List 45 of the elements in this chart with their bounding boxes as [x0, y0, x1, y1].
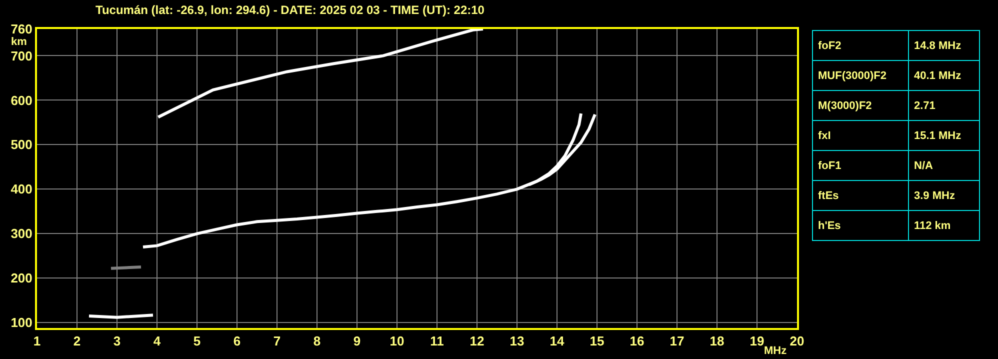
y-tick-label: 100 — [10, 315, 32, 330]
y-tick-label: 400 — [10, 182, 32, 197]
text: 15.1 MHz — [908, 120, 980, 150]
x-tick-label: 15 — [590, 334, 604, 349]
text: M(3000)F2 — [812, 90, 908, 120]
y-tick-label: 700 — [10, 48, 32, 64]
chart-title: Tucumán (lat: -26.9, lon: 294.6) - DATE: 2025 02 03 - TIME (UT): 22:10 — [96, 2, 485, 17]
text: 40.1 MHz — [908, 60, 980, 90]
text: ftEs — [812, 180, 908, 210]
text: foF2 — [812, 30, 908, 60]
x-tick-label: 5 — [193, 334, 201, 349]
x-tick-label: 16 — [630, 334, 644, 349]
x-tick-label: 11 — [430, 334, 444, 349]
y-tick-label: 500 — [10, 137, 32, 152]
y-tick-label: 200 — [10, 270, 32, 286]
text: h'Es — [812, 210, 908, 240]
x-tick-label: 2 — [73, 334, 81, 349]
y-axis-title: km — [11, 36, 28, 48]
x-tick-label: 3 — [113, 334, 121, 349]
x-tick-label: 19 — [750, 334, 764, 349]
x-tick-label: 6 — [233, 334, 241, 349]
x-tick-label: 7 — [273, 334, 281, 349]
text: 112 km — [908, 210, 980, 240]
x-tick-label: 9 — [353, 334, 361, 349]
text: 14.8 MHz — [908, 30, 980, 60]
x-tick-label: 1 — [33, 334, 41, 349]
x-tick-label: 13 — [510, 334, 524, 349]
text: 3.9 MHz — [908, 180, 980, 210]
y-tick-label: 600 — [10, 92, 32, 108]
text: N/A — [908, 150, 980, 180]
text: MUF(3000)F2 — [812, 60, 908, 90]
y-tick-label: 300 — [10, 226, 32, 242]
y-tick-label: 760 — [10, 22, 32, 37]
x-tick-label: 12 — [470, 334, 484, 349]
x-axis-title: MHz — [764, 345, 788, 357]
x-tick-label: 14 — [550, 334, 565, 349]
x-tick-label: 20 — [790, 334, 804, 349]
x-tick-label: 4 — [153, 334, 162, 349]
x-tick-label: 18 — [710, 334, 724, 349]
text: fxI — [812, 120, 908, 150]
text: foF1 — [812, 150, 908, 180]
x-tick-label: 10 — [390, 334, 404, 349]
text: 2.71 — [908, 90, 980, 120]
x-tick-label: 17 — [670, 334, 684, 349]
x-tick-label: 8 — [313, 334, 321, 349]
